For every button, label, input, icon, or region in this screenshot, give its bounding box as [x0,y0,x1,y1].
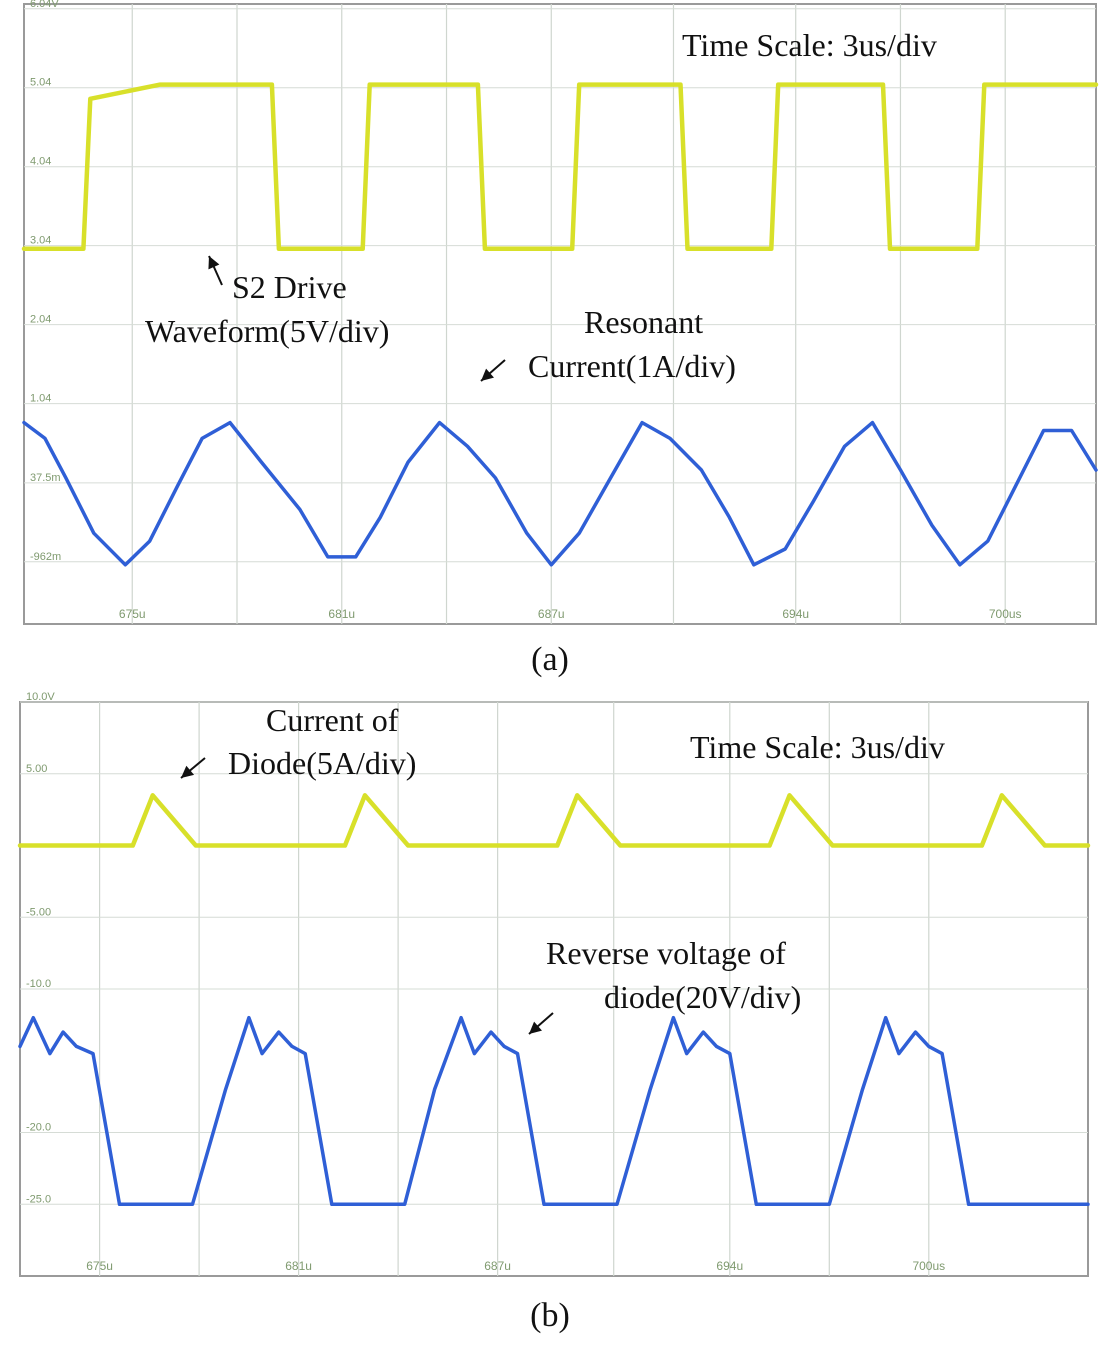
x-tick-label: 675u [119,607,146,621]
y-tick-label: -10.0 [26,978,51,990]
s2-drive-arrow-head [208,256,220,270]
diode-current-arrow-head [181,765,195,778]
reverse-voltage-label-line2: diode(20V/div) [604,979,801,1015]
y-tick-label: -5.00 [26,906,51,918]
resonant-label-line1: Resonant [584,304,703,340]
x-tick-label: 687u [538,607,565,621]
resonant-arrow-head [481,368,494,381]
x-tick-label: 694u [782,607,809,621]
y-tick-label: 4.04 [30,156,51,168]
x-tick-label: 700us [912,1259,945,1273]
reverse-voltage-arrow-head [529,1021,542,1034]
b-series-blue-trace [18,1015,1090,1207]
s2-drive-label-line2: Waveform(5V/div) [145,313,389,349]
a-series-yellow-trace [21,82,1099,252]
y-tick-label: 1.04 [30,393,51,405]
plot-area [23,3,1097,625]
scope-panel-b: 10.0V 5.00 -5.00 -10.0 -20.0 -25.0 675u 681u 687… [0,690,1100,1280]
scope-panel-a: 6.04V 5.04 4.04 3.04 2.04 1.04 37.5m -962m 675u 6… [0,0,1100,632]
diode-current-label-line2: Diode(5A/div) [228,745,416,781]
y-tick-label: 2.04 [30,314,51,326]
y-tick-label: 10.0V [26,691,55,703]
y-tick-label: 5.00 [26,763,47,775]
s2-drive-label-line1: S2 Drive [232,269,347,305]
x-tick-label: 681u [285,1259,312,1273]
a-series-blue-trace [22,420,1098,567]
x-tick-label: 700us [989,607,1022,621]
y-tick-label: 5.04 [30,77,51,89]
resonant-label-line2: Current(1A/div) [528,348,736,384]
x-tick-label: 687u [484,1259,511,1273]
panel-b-caption: (b) [530,1297,570,1334]
x-tick-label: 675u [86,1259,113,1273]
x-tick-label: 694u [716,1259,743,1273]
b-series-yellow-trace [17,793,1091,848]
y-tick-label: 6.04V [30,0,59,10]
y-tick-label: 3.04 [30,235,51,247]
time-scale-label-b: Time Scale: 3us/div [690,729,945,765]
diode-current-label-line1: Current of [266,702,399,738]
panel-a-caption: (a) [531,641,569,678]
y-tick-label: -20.0 [26,1122,51,1134]
x-tick-label: 681u [328,607,355,621]
oscilloscope-plot-b: 10.0V 5.00 -5.00 -10.0 -20.0 -25.0 675u 681u 687… [17,691,1091,1277]
y-tick-label: -25.0 [26,1193,51,1205]
oscilloscope-plot-a: 6.04V 5.04 4.04 3.04 2.04 1.04 37.5m -962m 675u 6… [21,0,1099,625]
grid [24,4,1096,624]
y-tick-label: 37.5m [30,472,61,484]
y-tick-label: -962m [30,551,61,563]
time-scale-label-a: Time Scale: 3us/div [682,27,937,63]
reverse-voltage-label-line1: Reverse voltage of [546,935,786,971]
